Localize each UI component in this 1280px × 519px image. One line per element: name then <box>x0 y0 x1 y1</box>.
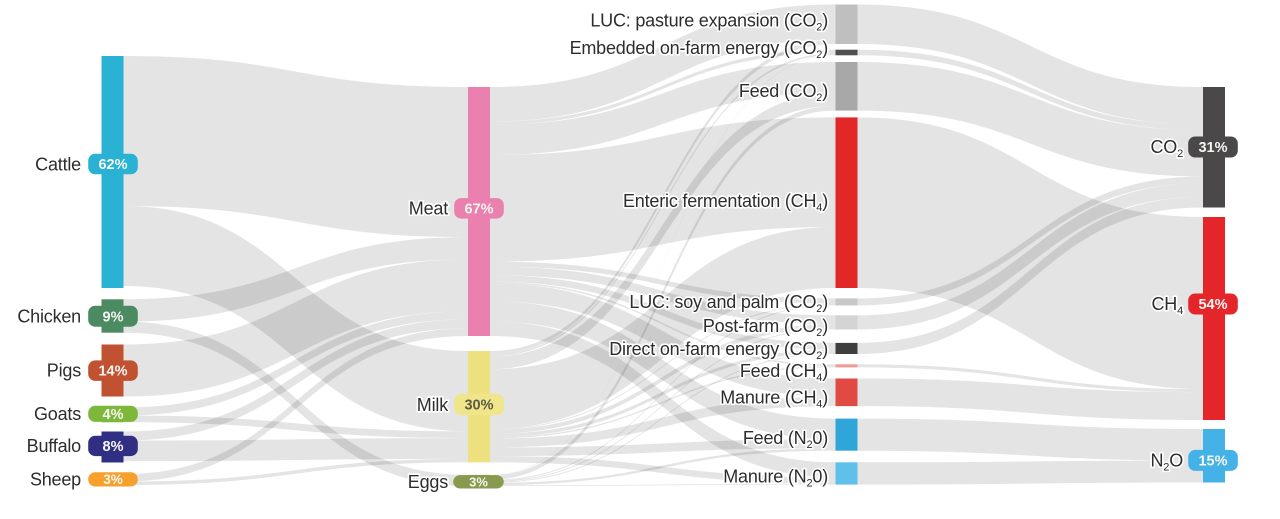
svg-text:14%: 14% <box>98 364 127 380</box>
svg-text:15%: 15% <box>1198 454 1227 470</box>
svg-text:Milk: Milk <box>417 395 449 415</box>
svg-text:Feed (N2​0): Feed (N2​0) <box>743 428 828 451</box>
svg-text:8%: 8% <box>103 439 124 455</box>
svg-text:62%: 62% <box>98 157 127 173</box>
svg-text:LUC: soy and palm (CO2​): LUC: soy and palm (CO2​) <box>629 292 828 315</box>
svg-text:Embedded on-farm energy (CO2​): Embedded on-farm energy (CO2​) <box>570 38 828 61</box>
svg-text:Feed (CO2​): Feed (CO2​) <box>739 81 828 104</box>
svg-text:Enteric fermentation (CH4​): Enteric fermentation (CH4​) <box>623 191 828 214</box>
svg-text:Buffalo: Buffalo <box>27 436 82 456</box>
svg-text:31%: 31% <box>1198 140 1227 156</box>
svg-text:Goats: Goats <box>34 404 81 424</box>
svg-text:Chicken: Chicken <box>17 306 81 326</box>
svg-text:30%: 30% <box>464 398 493 414</box>
svg-text:Cattle: Cattle <box>35 155 81 175</box>
svg-text:Eggs: Eggs <box>408 472 448 492</box>
svg-text:67%: 67% <box>464 201 493 217</box>
svg-text:Manure (CH4​): Manure (CH4​) <box>720 388 828 411</box>
svg-text:3%: 3% <box>469 474 488 489</box>
svg-text:LUC: pasture expansion (CO2​): LUC: pasture expansion (CO2​) <box>590 11 828 34</box>
svg-text:Sheep: Sheep <box>30 469 81 489</box>
svg-text:N2​O: N2​O <box>1150 451 1183 474</box>
svg-text:Direct on-farm energy (CO2​): Direct on-farm energy (CO2​) <box>609 339 828 362</box>
svg-text:CO2​: CO2​ <box>1150 137 1183 160</box>
svg-text:Manure (N2​0): Manure (N2​0) <box>723 467 828 490</box>
svg-text:9%: 9% <box>103 309 124 325</box>
svg-text:3%: 3% <box>103 472 123 487</box>
svg-text:Post-farm (CO2​): Post-farm (CO2​) <box>703 316 828 339</box>
svg-text:Feed (CH4​): Feed (CH4​) <box>740 361 828 384</box>
svg-text:4%: 4% <box>103 407 124 423</box>
svg-text:CH4​: CH4​ <box>1151 294 1183 317</box>
svg-text:Meat: Meat <box>409 198 448 218</box>
svg-text:54%: 54% <box>1198 297 1227 313</box>
svg-text:Pigs: Pigs <box>47 361 81 381</box>
